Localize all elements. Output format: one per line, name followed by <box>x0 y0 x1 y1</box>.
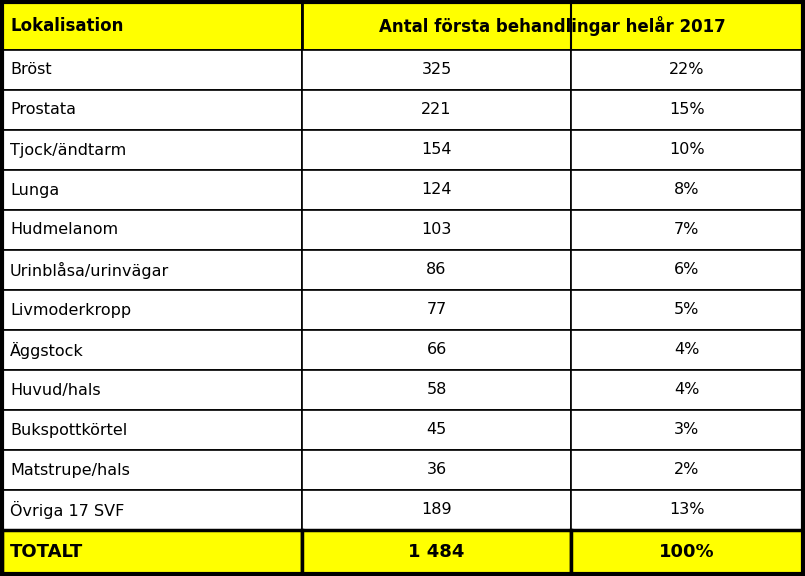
Text: 103: 103 <box>421 222 452 237</box>
Bar <box>571 490 803 530</box>
Text: 124: 124 <box>421 183 452 198</box>
Bar <box>2 530 303 574</box>
Bar <box>2 450 303 490</box>
Text: Äggstock: Äggstock <box>10 342 84 358</box>
Bar <box>303 450 571 490</box>
Bar <box>303 370 571 410</box>
Bar <box>303 410 571 450</box>
Text: 22%: 22% <box>669 63 704 78</box>
Text: Urinblåsa/urinvägar: Urinblåsa/urinvägar <box>10 262 169 279</box>
Text: 15%: 15% <box>669 103 704 118</box>
Bar <box>2 90 303 130</box>
Text: 7%: 7% <box>674 222 700 237</box>
Bar <box>303 2 803 50</box>
Bar <box>303 170 571 210</box>
Text: 221: 221 <box>421 103 452 118</box>
Text: Bukspottkörtel: Bukspottkörtel <box>10 423 127 438</box>
Text: 86: 86 <box>427 263 447 278</box>
Bar <box>571 90 803 130</box>
Bar <box>571 370 803 410</box>
Bar <box>571 290 803 330</box>
Text: 154: 154 <box>421 142 452 157</box>
Bar <box>571 330 803 370</box>
Text: Lunga: Lunga <box>10 183 60 198</box>
Text: Livmoderkropp: Livmoderkropp <box>10 302 131 317</box>
Bar <box>571 530 803 574</box>
Bar <box>571 410 803 450</box>
Bar <box>303 250 571 290</box>
Text: Tjock/ändtarm: Tjock/ändtarm <box>10 142 126 157</box>
Text: 100%: 100% <box>659 543 715 561</box>
Bar <box>303 50 571 90</box>
Bar <box>2 490 303 530</box>
Bar <box>2 290 303 330</box>
Bar <box>2 210 303 250</box>
Text: Övriga 17 SVF: Övriga 17 SVF <box>10 501 125 519</box>
Bar <box>571 130 803 170</box>
Text: 2%: 2% <box>674 463 700 478</box>
Bar <box>2 330 303 370</box>
Text: Bröst: Bröst <box>10 63 52 78</box>
Text: Prostata: Prostata <box>10 103 76 118</box>
Bar <box>2 170 303 210</box>
Bar <box>303 530 571 574</box>
Bar <box>2 410 303 450</box>
Text: 4%: 4% <box>674 382 700 397</box>
Bar <box>571 210 803 250</box>
Bar <box>2 130 303 170</box>
Text: 77: 77 <box>427 302 447 317</box>
Text: Lokalisation: Lokalisation <box>10 17 123 35</box>
Text: TOTALT: TOTALT <box>10 543 83 561</box>
Bar <box>303 130 571 170</box>
Text: Huvud/hals: Huvud/hals <box>10 382 101 397</box>
Text: 3%: 3% <box>675 423 700 438</box>
Bar <box>303 210 571 250</box>
Text: 6%: 6% <box>674 263 700 278</box>
Text: Matstrupe/hals: Matstrupe/hals <box>10 463 130 478</box>
Text: 5%: 5% <box>674 302 700 317</box>
Text: 10%: 10% <box>669 142 704 157</box>
Text: 325: 325 <box>422 63 452 78</box>
Bar <box>571 250 803 290</box>
Text: Antal första behandlingar helår 2017: Antal första behandlingar helår 2017 <box>379 16 726 36</box>
Text: 189: 189 <box>421 502 452 517</box>
Text: 13%: 13% <box>669 502 704 517</box>
Text: 4%: 4% <box>674 343 700 358</box>
Bar <box>2 50 303 90</box>
Text: 66: 66 <box>427 343 447 358</box>
Bar <box>303 490 571 530</box>
Bar <box>2 250 303 290</box>
Bar <box>2 2 303 50</box>
Text: 1 484: 1 484 <box>408 543 464 561</box>
Bar <box>571 170 803 210</box>
Bar <box>571 50 803 90</box>
Text: 36: 36 <box>427 463 447 478</box>
Text: 8%: 8% <box>674 183 700 198</box>
Bar <box>571 450 803 490</box>
Bar <box>2 370 303 410</box>
Text: Hudmelanom: Hudmelanom <box>10 222 118 237</box>
Bar <box>303 330 571 370</box>
Bar <box>303 290 571 330</box>
Text: 58: 58 <box>427 382 447 397</box>
Text: 45: 45 <box>427 423 447 438</box>
Bar <box>303 90 571 130</box>
